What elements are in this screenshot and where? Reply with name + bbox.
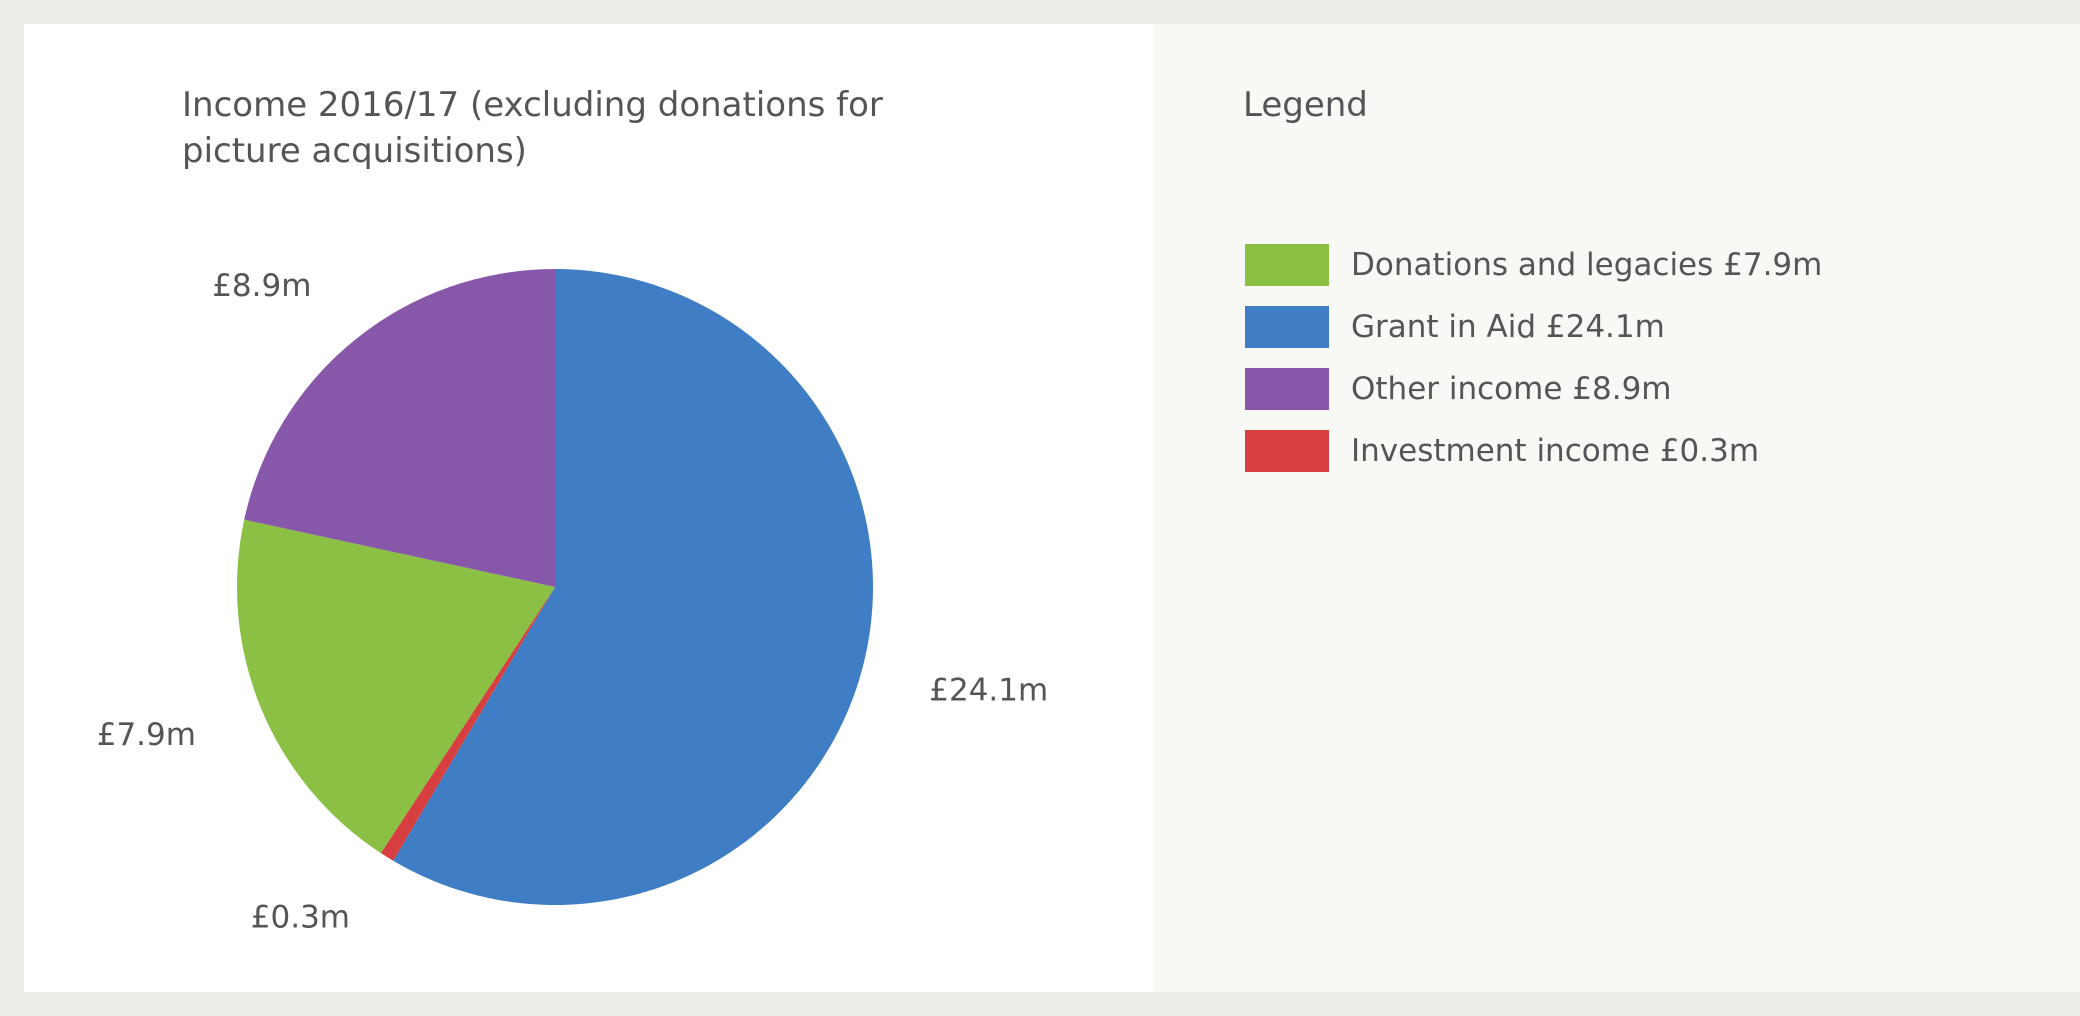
pie-slice-donations-and-legacies — [237, 519, 556, 854]
legend-swatch-investment-income — [1245, 430, 1329, 472]
pie-chart: £24.1m £0.3m £7.9m £8.9m — [97, 268, 1048, 935]
legend-item-investment-income: Investment income £0.3m — [1245, 420, 1822, 482]
legend-label-investment-income: Investment income £0.3m — [1351, 433, 1760, 469]
legend-swatch-other-income — [1245, 368, 1329, 410]
legend-panel: Legend Donations and legacies £7.9m Grant… — [1153, 24, 2080, 992]
legend-swatch-grant-in-aid — [1245, 306, 1329, 348]
chart-panel: Income 2016/17 (excluding donations for … — [24, 24, 1153, 992]
legend-label-donations-and-legacies: Donations and legacies £7.9m — [1351, 247, 1823, 283]
chart-title: Income 2016/17 (excluding donations for … — [182, 85, 883, 171]
pie-slice-grant-in-aid — [393, 269, 873, 906]
data-label-other-income: £8.9m — [212, 268, 311, 304]
pie-slice-other-income — [244, 269, 555, 587]
legend-swatch-donations-and-legacies — [1245, 244, 1329, 286]
legend-item-grant-in-aid: Grant in Aid £24.1m — [1245, 296, 1822, 358]
pie-slice-investment-income — [380, 587, 555, 861]
data-label-investment-income: £0.3m — [251, 899, 350, 935]
legend: Donations and legacies £7.9m Grant in Aid… — [1245, 234, 1822, 482]
legend-item-donations-and-legacies: Donations and legacies £7.9m — [1245, 234, 1822, 296]
chart-card: Income 2016/17 (excluding donations for … — [24, 24, 2080, 992]
legend-label-other-income: Other income £8.9m — [1351, 371, 1672, 407]
legend-title: Legend — [1243, 85, 1368, 125]
data-label-donations-and-legacies: £7.9m — [97, 717, 196, 753]
legend-label-grant-in-aid: Grant in Aid £24.1m — [1351, 309, 1665, 345]
data-label-grant-in-aid: £24.1m — [929, 672, 1048, 708]
legend-item-other-income: Other income £8.9m — [1245, 358, 1822, 420]
